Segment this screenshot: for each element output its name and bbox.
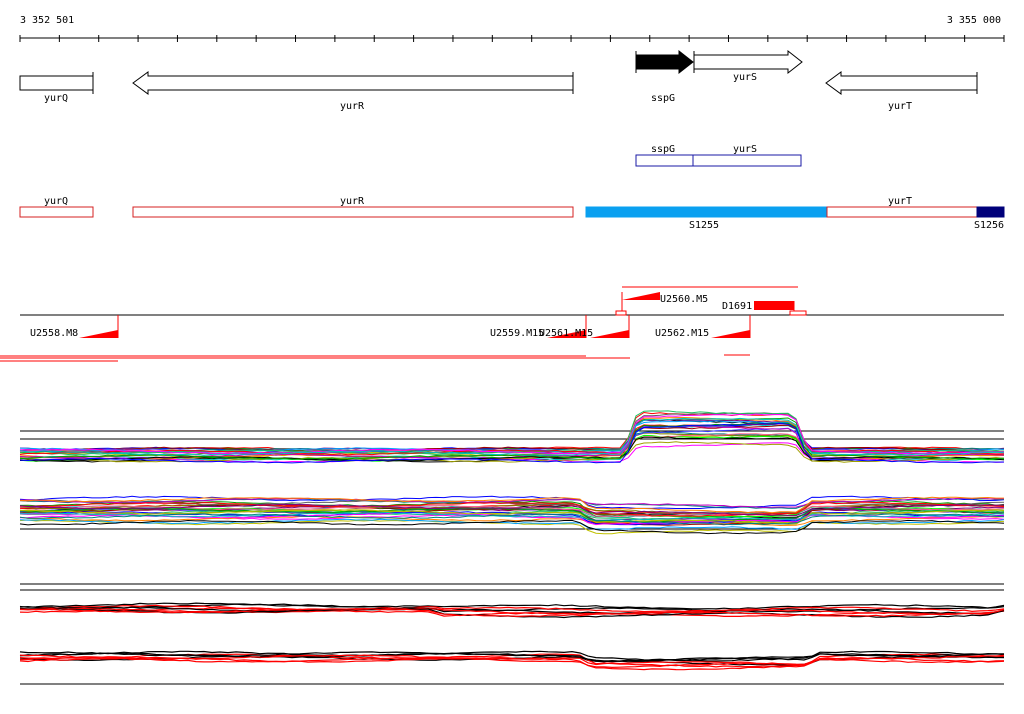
gene-yurR-arrow[interactable] xyxy=(132,71,574,95)
peak-D1691-label: D1691 xyxy=(722,301,752,312)
expression-trace xyxy=(19,509,1005,525)
segment-yurR-label: yurR xyxy=(340,196,365,207)
peak-U2562-label: U2562.M15 xyxy=(655,328,709,339)
expression-trace xyxy=(19,508,1005,526)
expression-trace xyxy=(19,413,1005,455)
peak-D1691[interactable]: D1691 xyxy=(722,301,807,316)
gene-yurQ-box[interactable] xyxy=(19,75,94,91)
operon-track[interactable]: sspG yurS xyxy=(635,144,802,167)
expression-trace xyxy=(19,501,1005,517)
expression-trace xyxy=(19,423,1005,456)
expression-trace xyxy=(19,606,1005,614)
expression-trace xyxy=(19,417,1005,456)
gene-yurT-arrow[interactable] xyxy=(825,71,978,95)
expression-trace xyxy=(19,427,1005,455)
peak-U2558-wedge[interactable] xyxy=(79,330,118,338)
expression-trace xyxy=(19,515,1005,527)
gene-track: yurQ yurR sspG yurS yurT xyxy=(19,49,978,112)
expression-trace xyxy=(19,519,1005,535)
expression-traces-group-a xyxy=(19,410,1005,464)
peak-U2558-label: U2558.M8 xyxy=(30,328,78,339)
gene-yurT-label: yurT xyxy=(888,101,912,112)
expression-trace xyxy=(19,411,1005,453)
segment-yurT-label: yurT xyxy=(888,196,912,207)
peak-U2558[interactable]: U2558.M8 xyxy=(30,315,119,339)
expression-trace xyxy=(19,602,1005,610)
peak-U2561-wedge[interactable] xyxy=(590,330,629,338)
segment-S1256-label: S1256 xyxy=(974,220,1004,231)
expression-trace xyxy=(19,518,1005,530)
peak-U2562-wedge[interactable] xyxy=(711,330,750,338)
gene-yurQ-label: yurQ xyxy=(44,93,68,104)
expression-trace xyxy=(19,422,1005,460)
peak-U2559-wedge[interactable] xyxy=(547,330,586,338)
gene-yurT[interactable]: yurT xyxy=(825,71,978,112)
expression-trace xyxy=(19,424,1005,453)
gene-yurS[interactable]: yurS xyxy=(693,49,803,83)
peak-U2559-label: U2559.M15 xyxy=(490,328,544,339)
expression-trace xyxy=(19,503,1005,517)
segment-track: yurQ yurR S1255 yurT S1256 xyxy=(19,196,1005,231)
expression-traces-group-c xyxy=(19,602,1005,619)
gene-yurR[interactable]: yurR xyxy=(132,71,574,112)
peak-D1691-marker xyxy=(789,310,807,316)
shift-track: U2560.M5 D1691 U2558.M8 U2559.M15 U2561.… xyxy=(0,286,1004,362)
expression-trace xyxy=(19,519,1005,535)
peak-U2561-label: U2561.M15 xyxy=(539,328,593,339)
segment-yurR[interactable] xyxy=(132,206,574,218)
peak-U2561[interactable]: U2561.M15 xyxy=(539,315,630,339)
peak-U2560[interactable]: U2560.M5 xyxy=(615,292,708,316)
expression-panel-upper xyxy=(19,410,1005,535)
expression-traces-group-d xyxy=(19,650,1005,671)
gene-yurR-label: yurR xyxy=(340,101,365,112)
operon-box[interactable] xyxy=(635,154,802,167)
expression-trace xyxy=(19,657,1005,669)
peak-U2560-label: U2560.M5 xyxy=(660,294,708,305)
gene-sspG-label: sspG xyxy=(651,93,675,104)
expression-trace xyxy=(19,495,1005,509)
segment-S1255-label: S1255 xyxy=(689,220,719,231)
expression-trace xyxy=(19,496,1004,514)
gene-yurS-arrow[interactable] xyxy=(693,49,803,75)
expression-trace xyxy=(19,607,1005,618)
expression-trace xyxy=(19,652,1005,662)
expression-trace xyxy=(19,651,1005,663)
expression-trace xyxy=(19,650,1005,662)
expression-trace xyxy=(19,497,1005,508)
expression-trace xyxy=(19,604,1005,613)
expression-trace xyxy=(19,654,1005,666)
ruler-start-label: 3 352 501 xyxy=(20,15,74,26)
segment-S1255[interactable] xyxy=(585,206,828,218)
expression-traces-group-b xyxy=(19,495,1005,535)
expression-trace xyxy=(19,442,1005,463)
expression-trace xyxy=(19,607,1005,616)
peak-U2562[interactable]: U2562.M15 xyxy=(655,315,751,339)
peak-U2560-marker xyxy=(615,310,627,316)
peak-U2559[interactable]: U2559.M15 xyxy=(490,315,587,339)
expression-trace xyxy=(19,503,1005,515)
expression-trace xyxy=(19,513,1005,526)
segment-yurQ-label: yurQ xyxy=(44,196,68,207)
expression-trace xyxy=(19,436,1005,462)
expression-panel-lower xyxy=(19,583,1005,685)
operon-label-sspG: sspG xyxy=(651,144,675,155)
ruler-ticks xyxy=(19,35,1005,42)
gene-yurS-label: yurS xyxy=(733,72,757,83)
segment-yurQ[interactable] xyxy=(19,206,94,218)
ruler-end-label: 3 355 000 xyxy=(947,15,1001,26)
expression-trace xyxy=(19,422,1005,464)
segment-S1256[interactable] xyxy=(976,206,1005,218)
peak-U2560-wedge[interactable] xyxy=(622,292,660,300)
gene-sspG-arrow[interactable] xyxy=(635,49,694,75)
coordinate-ruler: 3 352 501 3 355 000 xyxy=(19,15,1005,42)
segment-yurT[interactable] xyxy=(826,206,978,218)
gene-sspG[interactable]: sspG xyxy=(635,49,694,104)
peak-D1691-bar[interactable] xyxy=(754,301,794,310)
gene-yurQ[interactable]: yurQ xyxy=(19,72,94,104)
operon-label-yurS: yurS xyxy=(733,144,757,155)
